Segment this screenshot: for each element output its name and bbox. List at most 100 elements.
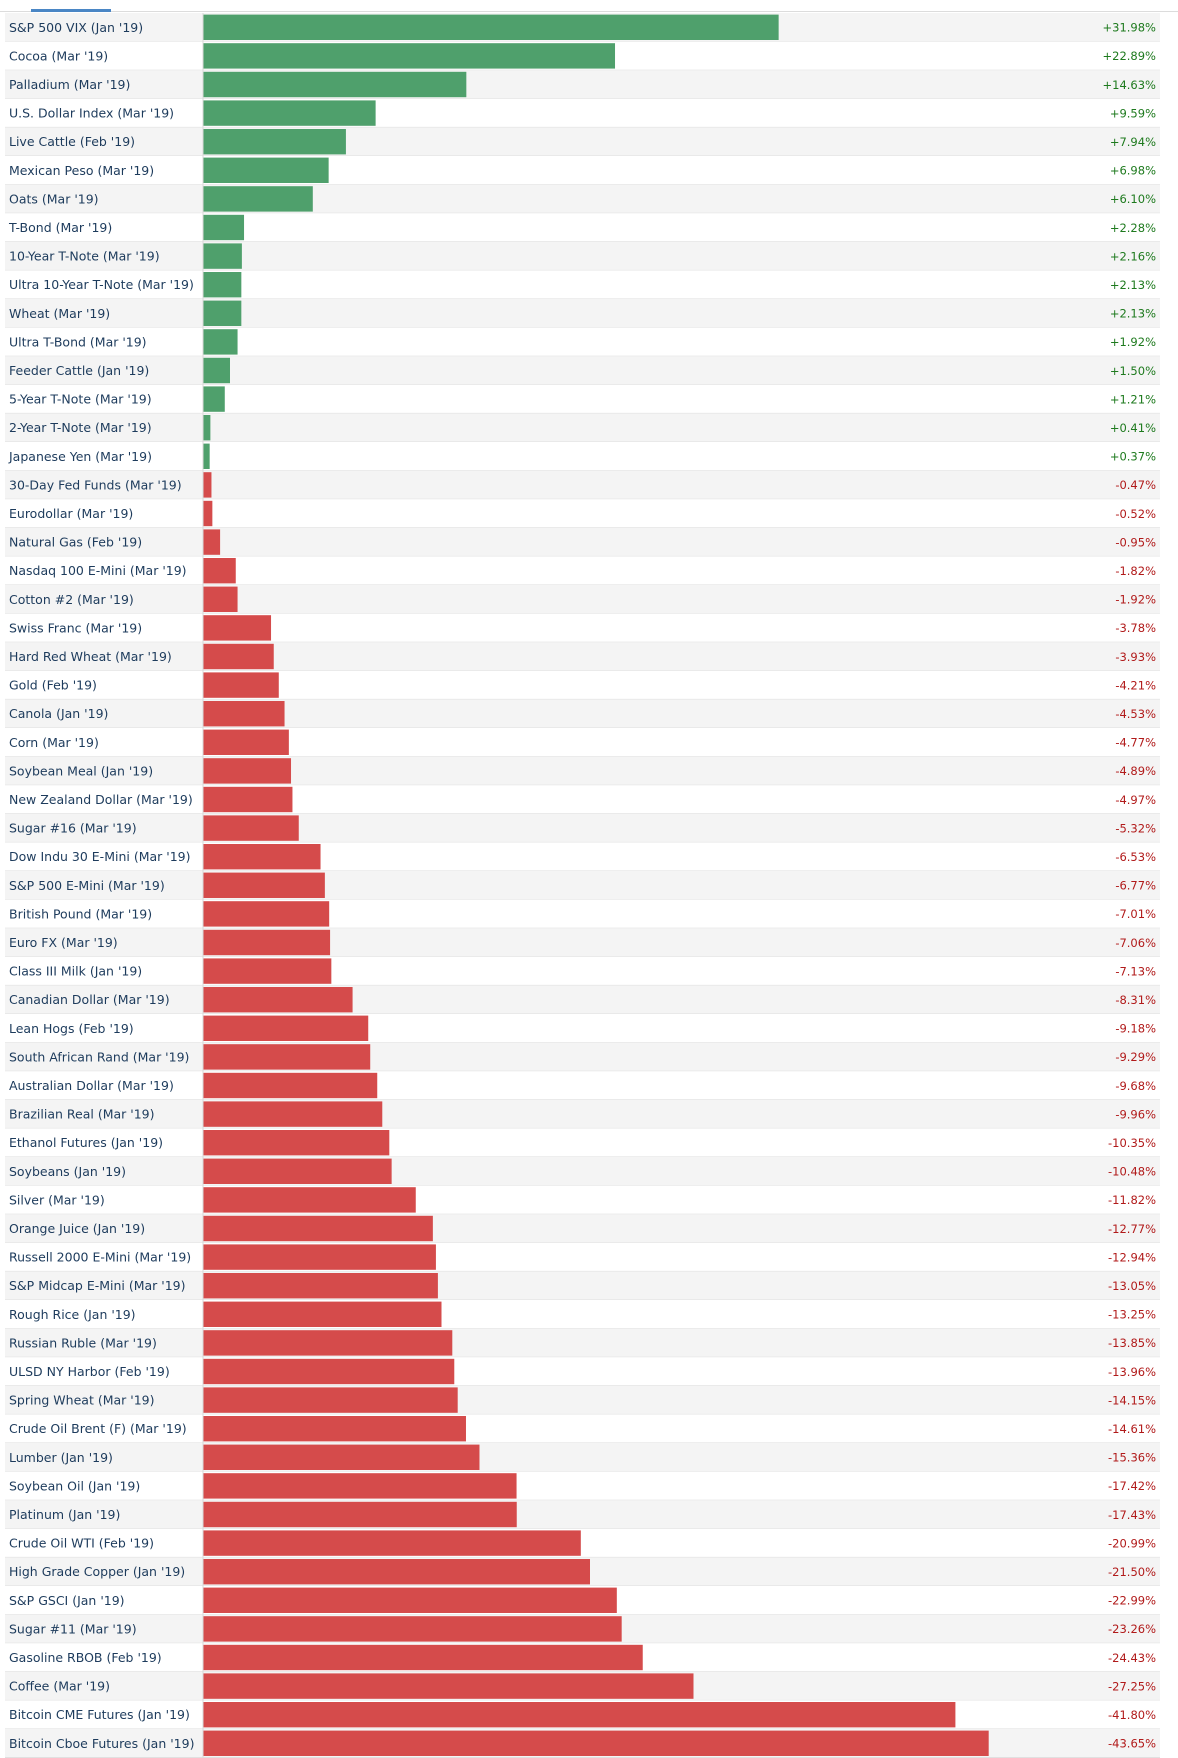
category-label[interactable]: Palladium (Mar '19) <box>9 77 130 92</box>
category-label[interactable]: Ethanol Futures (Jan '19) <box>9 1135 163 1150</box>
value-label: -23.26% <box>1108 1622 1156 1636</box>
row-background <box>5 1385 1160 1415</box>
category-label[interactable]: Lumber (Jan '19) <box>9 1450 113 1465</box>
category-label[interactable]: Mexican Peso (Mar '19) <box>9 163 154 178</box>
bar-negative <box>203 786 293 813</box>
category-label[interactable]: 5-Year T-Note (Mar '19) <box>9 392 152 407</box>
bar-negative <box>203 472 212 498</box>
category-label[interactable]: Soybean Oil (Jan '19) <box>9 1478 140 1493</box>
value-label: +1.92% <box>1110 335 1156 349</box>
category-label[interactable]: Cocoa (Mar '19) <box>9 48 108 63</box>
category-label[interactable]: Ultra T-Bond (Mar '19) <box>9 334 147 349</box>
bar-negative <box>203 1130 390 1156</box>
category-label[interactable]: British Pound (Mar '19) <box>9 906 152 921</box>
category-label[interactable]: Coffee (Mar '19) <box>9 1679 110 1694</box>
row-background <box>5 156 1160 185</box>
row-background <box>5 1099 1160 1129</box>
category-label[interactable]: South African Rand (Mar '19) <box>9 1049 189 1064</box>
category-label[interactable]: Canadian Dollar (Mar '19) <box>9 992 170 1007</box>
category-label[interactable]: T-Bond (Mar '19) <box>8 220 112 235</box>
bar-positive <box>203 443 210 469</box>
category-label[interactable]: Sugar #11 (Mar '19) <box>9 1621 137 1636</box>
row-background <box>5 442 1160 471</box>
category-label[interactable]: S&P Midcap E-Mini (Mar '19) <box>9 1278 186 1293</box>
category-label[interactable]: Euro FX (Mar '19) <box>9 935 118 950</box>
category-label[interactable]: High Grade Copper (Jan '19) <box>9 1564 185 1579</box>
value-label: -17.43% <box>1108 1508 1156 1522</box>
row-background <box>5 270 1160 299</box>
category-label[interactable]: ULSD NY Harbor (Feb '19) <box>9 1364 170 1379</box>
value-label: +2.28% <box>1110 221 1156 235</box>
value-label: -4.21% <box>1115 678 1156 692</box>
value-label: -1.92% <box>1115 593 1156 607</box>
category-label[interactable]: Crude Oil WTI (Feb '19) <box>9 1536 154 1551</box>
value-label: +1.21% <box>1110 392 1156 406</box>
category-label[interactable]: Lean Hogs (Feb '19) <box>9 1021 134 1036</box>
category-label[interactable]: Hard Red Wheat (Mar '19) <box>9 649 172 664</box>
row-background <box>5 899 1160 929</box>
value-label: -13.05% <box>1108 1279 1156 1293</box>
category-label[interactable]: Natural Gas (Feb '19) <box>9 535 142 550</box>
category-label[interactable]: Canola (Jan '19) <box>9 706 108 721</box>
bar-negative <box>203 1730 989 1756</box>
category-label[interactable]: New Zealand Dollar (Mar '19) <box>9 792 193 807</box>
category-label[interactable]: Oats (Mar '19) <box>9 191 99 206</box>
category-label[interactable]: Gasoline RBOB (Feb '19) <box>9 1650 162 1665</box>
row-background <box>5 842 1160 871</box>
category-label[interactable]: S&P GSCI (Jan '19) <box>9 1593 125 1608</box>
category-label[interactable]: Soybeans (Jan '19) <box>9 1164 126 1179</box>
category-label[interactable]: Spring Wheat (Mar '19) <box>9 1393 154 1408</box>
category-label[interactable]: 2-Year T-Note (Mar '19) <box>9 420 152 435</box>
category-label[interactable]: 30-Day Fed Funds (Mar '19) <box>9 477 182 492</box>
category-label[interactable]: Australian Dollar (Mar '19) <box>9 1078 174 1093</box>
bar-negative <box>203 643 274 670</box>
category-label[interactable]: Ultra 10-Year T-Note (Mar '19) <box>9 277 194 292</box>
category-label[interactable]: Dow Indu 30 E-Mini (Mar '19) <box>9 849 190 864</box>
category-label[interactable]: Gold (Feb '19) <box>9 678 97 693</box>
row-background <box>5 728 1160 757</box>
value-label: -41.80% <box>1108 1708 1156 1722</box>
category-label[interactable]: Sugar #16 (Mar '19) <box>9 821 137 836</box>
category-label[interactable]: Orange Juice (Jan '19) <box>9 1221 145 1236</box>
bar-negative <box>203 1187 416 1213</box>
value-label: -6.77% <box>1115 879 1156 893</box>
category-label[interactable]: Russian Ruble (Mar '19) <box>9 1335 157 1350</box>
category-label[interactable]: Bitcoin Cboe Futures (Jan '19) <box>9 1736 194 1751</box>
value-label: -0.95% <box>1115 535 1156 549</box>
row-background <box>5 785 1160 814</box>
category-label[interactable]: Corn (Mar '19) <box>9 735 99 750</box>
value-label: -11.82% <box>1108 1193 1156 1207</box>
category-label[interactable]: U.S. Dollar Index (Mar '19) <box>9 106 174 121</box>
category-label[interactable]: Feeder Cattle (Jan '19) <box>9 363 149 378</box>
row-background <box>5 642 1160 671</box>
value-label: +6.98% <box>1110 164 1156 178</box>
category-label[interactable]: S&P 500 VIX (Jan '19) <box>9 20 143 35</box>
category-label[interactable]: Wheat (Mar '19) <box>9 306 110 321</box>
category-label[interactable]: Soybean Meal (Jan '19) <box>9 763 153 778</box>
category-label[interactable]: Class III Milk (Jan '19) <box>9 964 142 979</box>
category-label[interactable]: Bitcoin CME Futures (Jan '19) <box>9 1707 190 1722</box>
value-label: +0.37% <box>1110 450 1156 464</box>
category-label[interactable]: Live Cattle (Feb '19) <box>9 134 135 149</box>
row-background <box>5 184 1160 214</box>
category-label[interactable]: Crude Oil Brent (F) (Mar '19) <box>9 1421 187 1436</box>
bar-negative <box>203 1444 480 1470</box>
category-label[interactable]: Silver (Mar '19) <box>9 1192 105 1207</box>
category-label[interactable]: Swiss Franc (Mar '19) <box>9 620 142 635</box>
value-label: -4.97% <box>1115 793 1156 807</box>
category-label[interactable]: 10-Year T-Note (Mar '19) <box>9 249 160 264</box>
bar-negative <box>203 1673 694 1699</box>
row-background <box>5 1185 1160 1215</box>
category-label[interactable]: Nasdaq 100 E-Mini (Mar '19) <box>9 563 187 578</box>
bar-positive <box>203 272 242 298</box>
row-background <box>5 1157 1160 1186</box>
category-label[interactable]: Eurodollar (Mar '19) <box>9 506 133 521</box>
category-label[interactable]: Japanese Yen (Mar '19) <box>8 449 152 464</box>
category-label[interactable]: S&P 500 E-Mini (Mar '19) <box>9 878 165 893</box>
category-label[interactable]: Brazilian Real (Mar '19) <box>9 1107 154 1122</box>
category-label[interactable]: Russell 2000 E-Mini (Mar '19) <box>9 1250 191 1265</box>
value-label: -10.48% <box>1108 1165 1156 1179</box>
category-label[interactable]: Rough Rice (Jan '19) <box>9 1307 136 1322</box>
category-label[interactable]: Platinum (Jan '19) <box>9 1507 120 1522</box>
category-label[interactable]: Cotton #2 (Mar '19) <box>9 592 134 607</box>
